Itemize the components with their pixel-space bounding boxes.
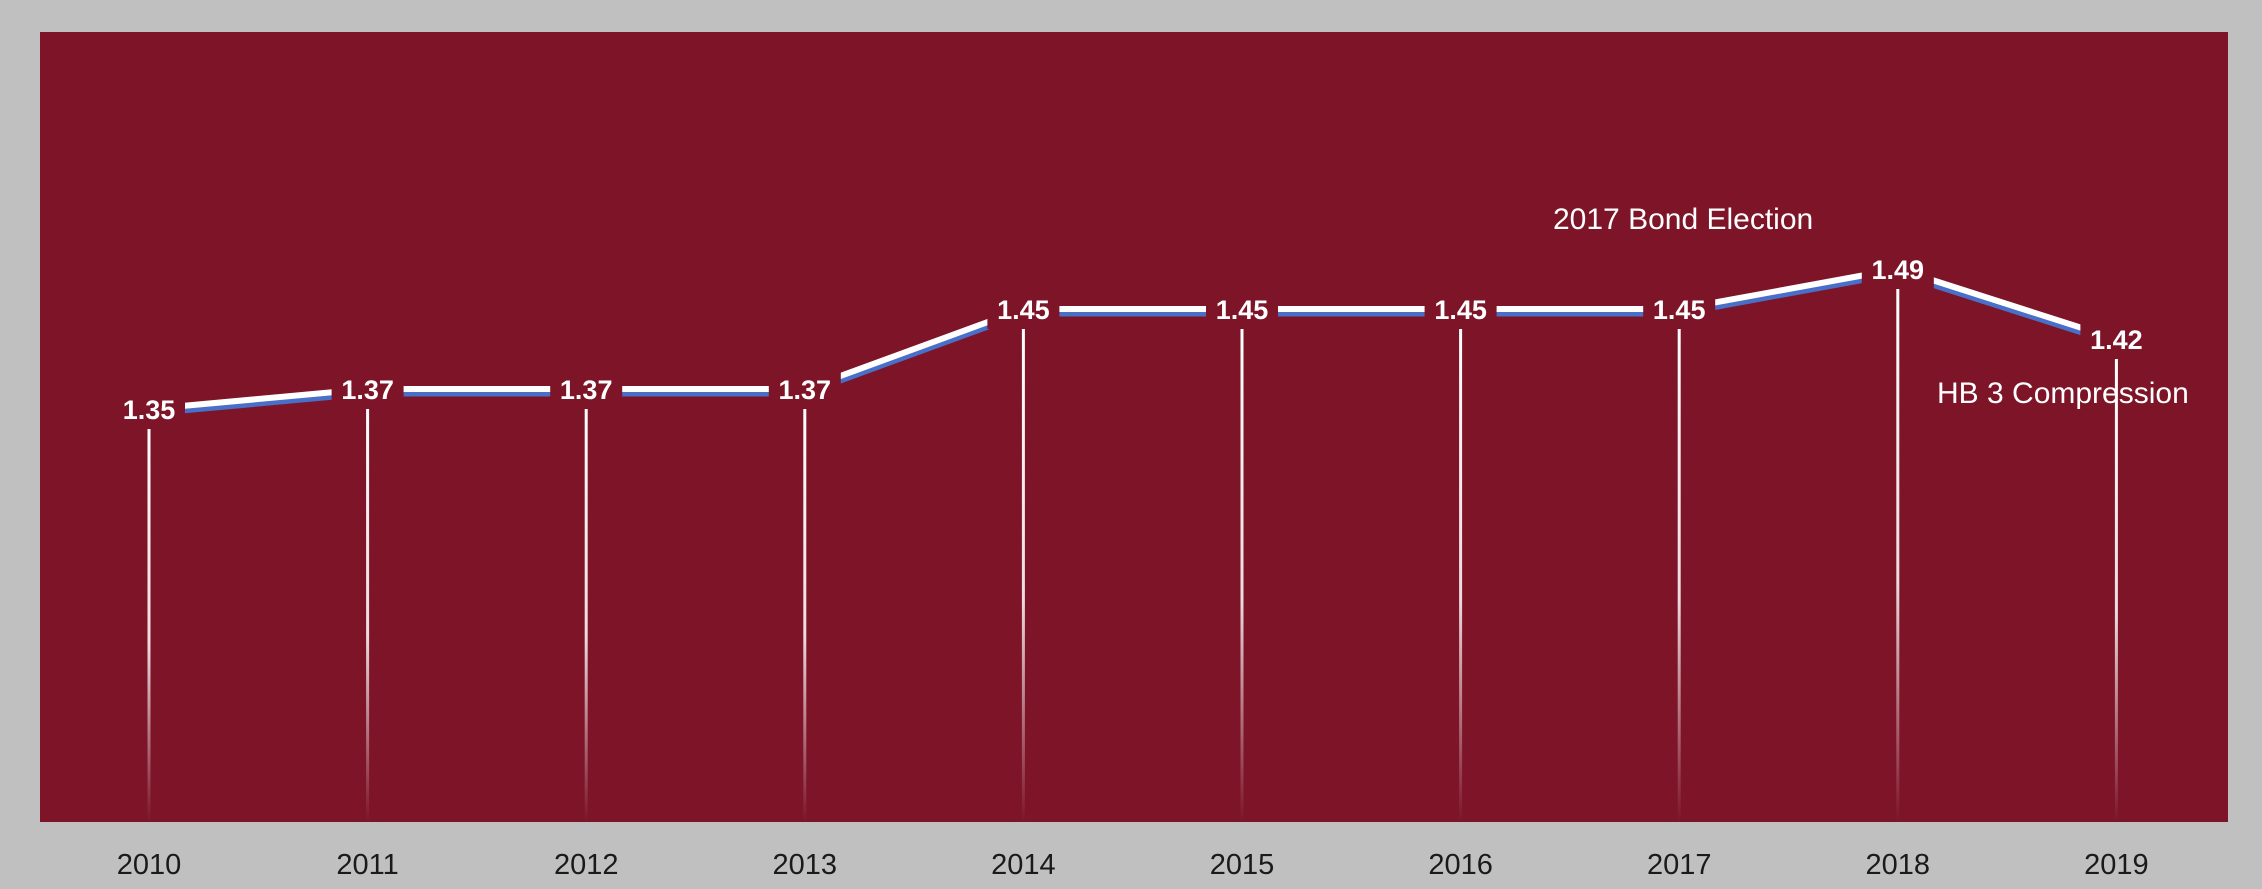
drop-line-2012 (584, 407, 588, 822)
data-labels: 1.35 1.37 1.37 1.37 1.45 1.45 1.45 1.45 1.49 1.42 (113, 249, 2153, 429)
data-label-backdrop (987, 289, 1060, 329)
data-label-backdrop (1861, 249, 1934, 289)
data-label-backdrop (113, 389, 185, 429)
drop-line-2013 (803, 407, 807, 822)
x-tick-label-2015: 2015 (1210, 849, 1275, 881)
x-tick-label-2016: 2016 (1428, 849, 1493, 881)
x-axis-tick-labels: 2010 2011 2012 2013 2014 2015 2016 2017 2018 2019 (117, 849, 2149, 881)
data-label-2012: 1.37 (560, 375, 613, 405)
data-label-2011: 1.37 (341, 375, 394, 405)
drop-line-2017 (1677, 327, 1681, 822)
drop-line-2016 (1459, 327, 1463, 822)
data-label-2015: 1.45 (1216, 295, 1269, 325)
data-label-2014: 1.45 (997, 295, 1050, 325)
x-tick-label-2013: 2013 (773, 849, 838, 881)
annotation-hb3-compression: HB 3 Compression (1937, 377, 2189, 410)
data-label-2019: 1.42 (2090, 325, 2143, 355)
x-tick-label-2018: 2018 (1866, 849, 1931, 881)
series-line-shadow (148, 269, 2118, 417)
data-label-backdrop (2080, 319, 2153, 359)
data-label-2017: 1.45 (1653, 295, 1706, 325)
x-tick-label-2017: 2017 (1647, 849, 1712, 881)
series-line (148, 266, 2118, 417)
data-label-2016: 1.45 (1434, 295, 1487, 325)
drop-line-2011 (366, 407, 370, 822)
data-label-backdrop (331, 369, 404, 409)
series-line-main (148, 266, 2118, 412)
data-label-backdrop (1206, 289, 1278, 329)
x-tick-label-2019: 2019 (2084, 849, 2149, 881)
data-label-backdrop (1643, 289, 1716, 329)
data-label-2018: 1.49 (1872, 255, 1925, 285)
drop-line-2018 (1896, 287, 1900, 822)
plot-area (40, 32, 2228, 822)
x-tick-label-2011: 2011 (336, 849, 398, 881)
drop-line-2015 (1240, 327, 1244, 822)
drop-line-2010 (147, 427, 151, 822)
drop-line-2019 (2114, 357, 2118, 822)
drop-lines (147, 287, 2118, 822)
x-tick-label-2010: 2010 (117, 849, 182, 881)
x-tick-label-2014: 2014 (991, 849, 1056, 881)
drop-line-2014 (1021, 327, 1025, 822)
data-label-backdrop (1424, 289, 1497, 329)
data-label-2010: 1.35 (123, 395, 176, 425)
data-label-backdrop (550, 369, 623, 409)
data-label-2013: 1.37 (779, 375, 832, 405)
annotation-bond-election: 2017 Bond Election (1553, 203, 1813, 236)
data-label-backdrop (768, 369, 841, 409)
x-tick-label-2012: 2012 (554, 849, 619, 881)
